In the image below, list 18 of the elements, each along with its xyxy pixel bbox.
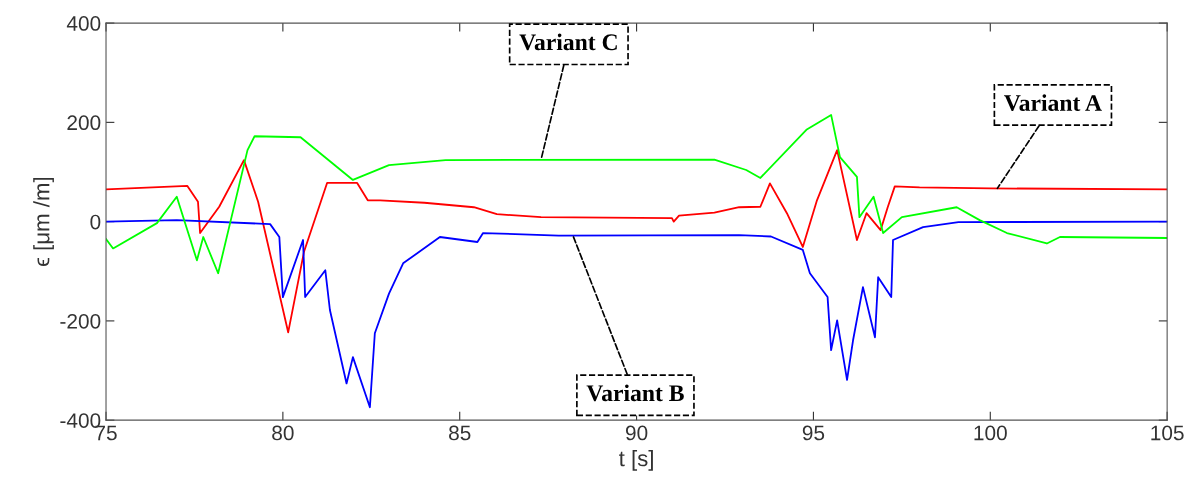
x-tick-label: 90 bbox=[625, 425, 648, 441]
y-tick-label: 400 bbox=[66, 16, 101, 31]
x-axis-title: t [s] bbox=[619, 450, 653, 471]
y-tick-label: 200 bbox=[67, 115, 101, 131]
x-tick-label: 105 bbox=[1151, 425, 1184, 441]
line-series bbox=[106, 149, 1168, 334]
y-tick-label: 0 bbox=[90, 214, 101, 230]
y-axis-title: ϵ [μm /m] bbox=[33, 177, 54, 267]
x-tick-label: 95 bbox=[802, 425, 825, 441]
line-series bbox=[106, 219, 1168, 409]
annotation: Variant C bbox=[519, 33, 617, 51]
line-series bbox=[106, 114, 1168, 275]
annotation: Variant A bbox=[1004, 94, 1102, 112]
x-tick-label: 85 bbox=[449, 425, 471, 441]
y-tick-label: -200 bbox=[60, 313, 101, 329]
x-tick-label: 100 bbox=[974, 425, 1007, 441]
annotation: Variant B bbox=[586, 384, 684, 402]
x-tick-label: 80 bbox=[272, 425, 294, 441]
